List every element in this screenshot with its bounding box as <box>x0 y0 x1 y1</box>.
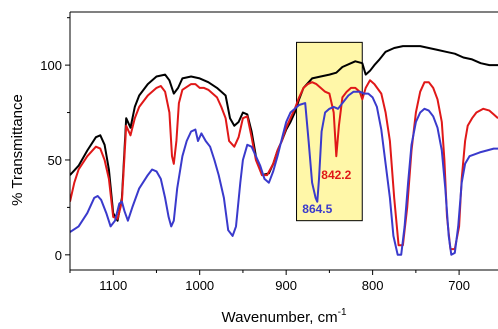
peak-label-842-2: 842.2 <box>321 168 351 182</box>
y-tick-label: 50 <box>48 153 62 168</box>
y-axis-title: % Transmittance <box>9 94 26 206</box>
y-tick-label: 100 <box>40 58 62 73</box>
peak-label-864-5: 864.5 <box>302 202 332 216</box>
x-tick-label: 700 <box>448 278 470 293</box>
y-tick-label: 0 <box>55 248 62 263</box>
x-tick-label: 800 <box>362 278 384 293</box>
y-ticks: 0 50 100 <box>40 17 70 263</box>
highlight-box <box>296 41 363 222</box>
x-axis-title: Wavenumber, cm-1 <box>221 307 346 326</box>
x-ticks: 1100 1000 900 800 700 <box>69 270 470 293</box>
series-line-2 <box>70 79 498 251</box>
x-tick-label: 1000 <box>185 278 214 293</box>
series-layer <box>70 45 498 256</box>
series-line-3 <box>70 90 498 256</box>
annotation-layer: 842.2 864.5 <box>302 168 351 216</box>
x-tick-label: 1100 <box>99 278 127 293</box>
x-tick-label: 900 <box>275 278 297 293</box>
x-axis-title-superscript: -1 <box>338 307 347 318</box>
